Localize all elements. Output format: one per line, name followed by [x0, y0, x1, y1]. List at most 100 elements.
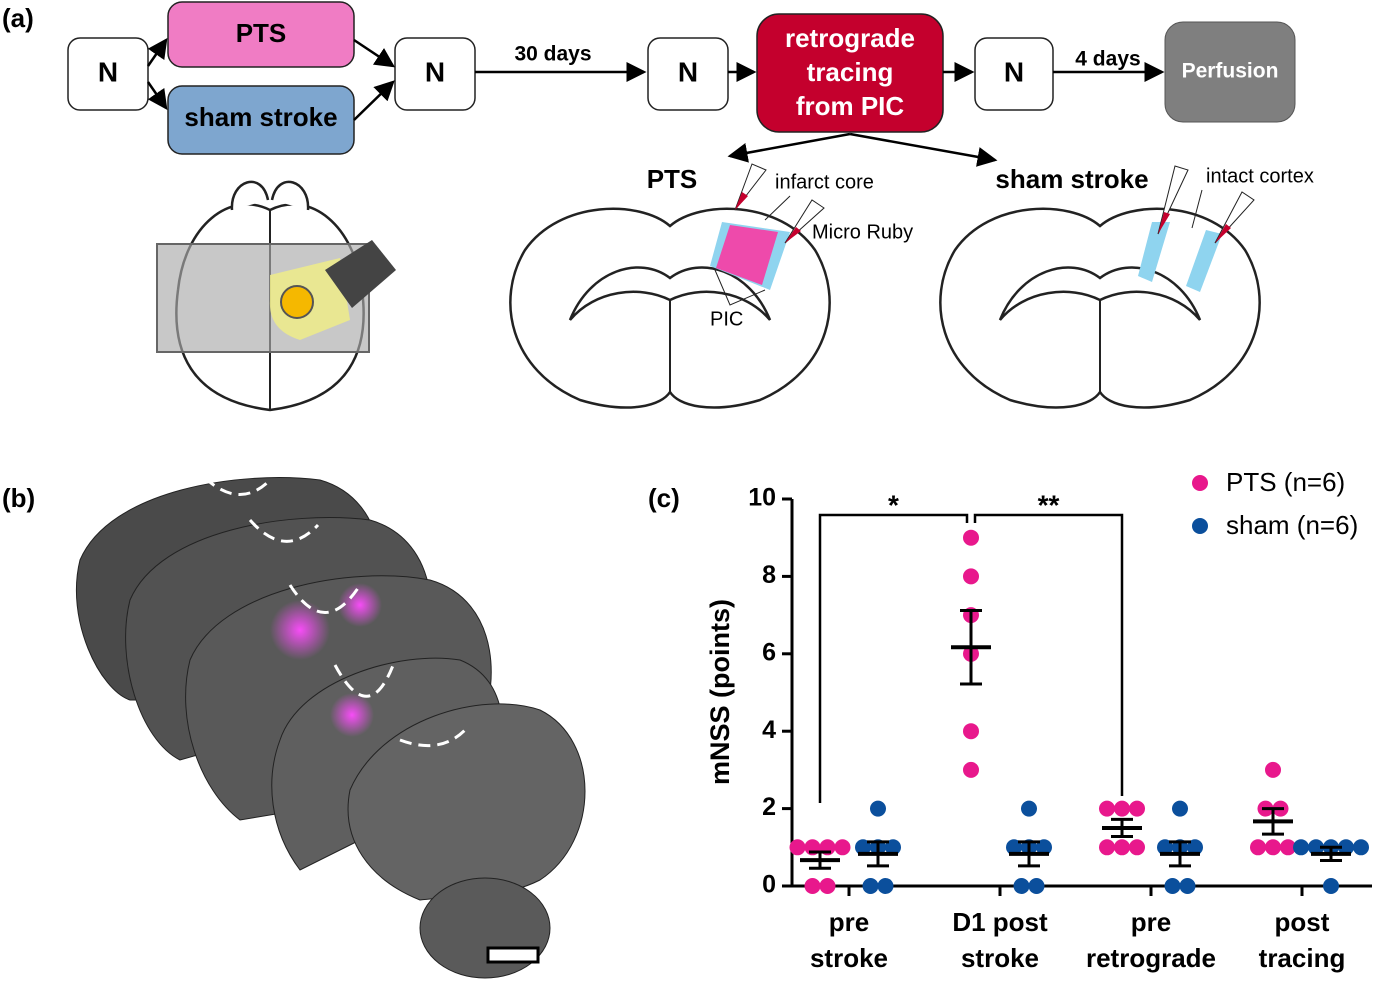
x-tick-label: retrograde — [1086, 943, 1216, 973]
tract — [1138, 222, 1170, 282]
x-tick-label: D1 post — [952, 907, 1048, 937]
data-point — [819, 878, 836, 894]
data-point — [1308, 839, 1324, 856]
node — [1164, 21, 1296, 123]
tracer — [735, 192, 748, 210]
edge-label: 30 days — [514, 43, 591, 66]
lesion — [280, 285, 314, 319]
data-point — [963, 761, 979, 778]
infarct — [716, 225, 778, 285]
histology — [75, 476, 586, 979]
brain-top-view — [156, 180, 396, 412]
node — [974, 37, 1054, 111]
node-label: sham stroke — [184, 102, 337, 132]
data-point — [1114, 839, 1130, 856]
x-tick-label: stroke — [961, 943, 1039, 973]
section-pts: PTS infarct core Micro Ruby PIC — [509, 163, 913, 409]
tracer — [1215, 224, 1231, 243]
x-tick-label: post — [1275, 907, 1330, 937]
data-point — [1099, 800, 1115, 817]
data-point — [963, 568, 979, 585]
node-label: N — [1004, 56, 1024, 87]
data-point — [1172, 800, 1188, 817]
node-label: PTS — [236, 18, 287, 48]
annotation: infarct core — [775, 171, 874, 193]
data-point — [963, 529, 979, 546]
legend-label: PTS (n=6) — [1226, 467, 1345, 497]
fluorescence — [338, 583, 382, 627]
infarct-outline — [203, 476, 467, 748]
data-point — [877, 878, 894, 894]
data-point — [1250, 839, 1266, 856]
data-point — [1028, 878, 1045, 894]
node-label: Perfusion — [1182, 60, 1279, 83]
annotation: intact cortex — [1206, 165, 1314, 187]
leader — [714, 269, 766, 306]
tracer — [785, 227, 801, 243]
annotation: Micro Ruby — [812, 221, 913, 243]
x-tick-label: stroke — [810, 943, 888, 973]
y-tick-label: 4 — [762, 716, 776, 744]
data-point — [1179, 878, 1196, 894]
data-point — [804, 878, 821, 894]
data-point — [870, 800, 886, 817]
arrow — [849, 132, 998, 167]
legend-marker — [1192, 518, 1208, 534]
node — [647, 37, 729, 111]
slice — [347, 703, 586, 901]
y-tick-label: 8 — [762, 561, 776, 589]
node — [167, 1, 355, 68]
section-sham — [939, 165, 1261, 409]
significance-label: ** — [1038, 489, 1060, 520]
data-point — [789, 839, 806, 856]
arrow — [727, 132, 851, 163]
significance-label: * — [888, 489, 899, 520]
node — [67, 37, 149, 111]
data-point — [1129, 839, 1145, 856]
leader — [764, 195, 791, 221]
scale-bar — [486, 946, 540, 964]
data-point — [1265, 761, 1281, 778]
data-point — [1013, 878, 1030, 894]
panel-label: (c) — [648, 483, 680, 513]
section-title: PTS — [647, 164, 698, 194]
data-point — [1021, 800, 1037, 817]
node-label: tracing — [807, 57, 894, 87]
section-title: sham stroke — [995, 164, 1148, 194]
arrow — [146, 37, 168, 67]
significance-bracket — [818, 513, 969, 803]
arrow — [353, 38, 396, 68]
x-tick-label: tracing — [1259, 943, 1346, 973]
data-point — [1114, 800, 1130, 817]
data-point — [1353, 839, 1369, 856]
arrow — [146, 81, 168, 111]
data-point — [1280, 839, 1296, 856]
node — [394, 37, 476, 111]
x-tick-label: pre — [1131, 907, 1171, 937]
data-point — [1164, 878, 1181, 894]
significance-bracket — [973, 513, 1124, 796]
data-point — [862, 878, 879, 894]
annotation: PIC — [710, 308, 743, 330]
legend-label: sham (n=6) — [1226, 510, 1358, 540]
node-label: from PIC — [796, 91, 905, 121]
tract — [1186, 230, 1222, 292]
data-point — [1129, 800, 1145, 817]
node-label: N — [98, 56, 118, 87]
panel-label: (a) — [2, 3, 34, 33]
edge-label: 4 days — [1075, 48, 1140, 71]
tracer — [1158, 212, 1170, 234]
legend-marker — [1192, 475, 1208, 491]
data-point — [1265, 839, 1281, 856]
data-point — [834, 839, 851, 856]
data-point — [1099, 839, 1115, 856]
y-tick-label: 2 — [762, 793, 776, 821]
laser — [325, 240, 396, 308]
olfactory — [230, 180, 310, 211]
chart: 0 2 4 6 8 10 pre stroke D1 post stroke pre retrogra… — [748, 467, 1372, 973]
data-point — [963, 723, 979, 740]
y-tick-label: 0 — [762, 871, 776, 899]
node-label: N — [678, 56, 698, 87]
arrow — [353, 80, 395, 121]
